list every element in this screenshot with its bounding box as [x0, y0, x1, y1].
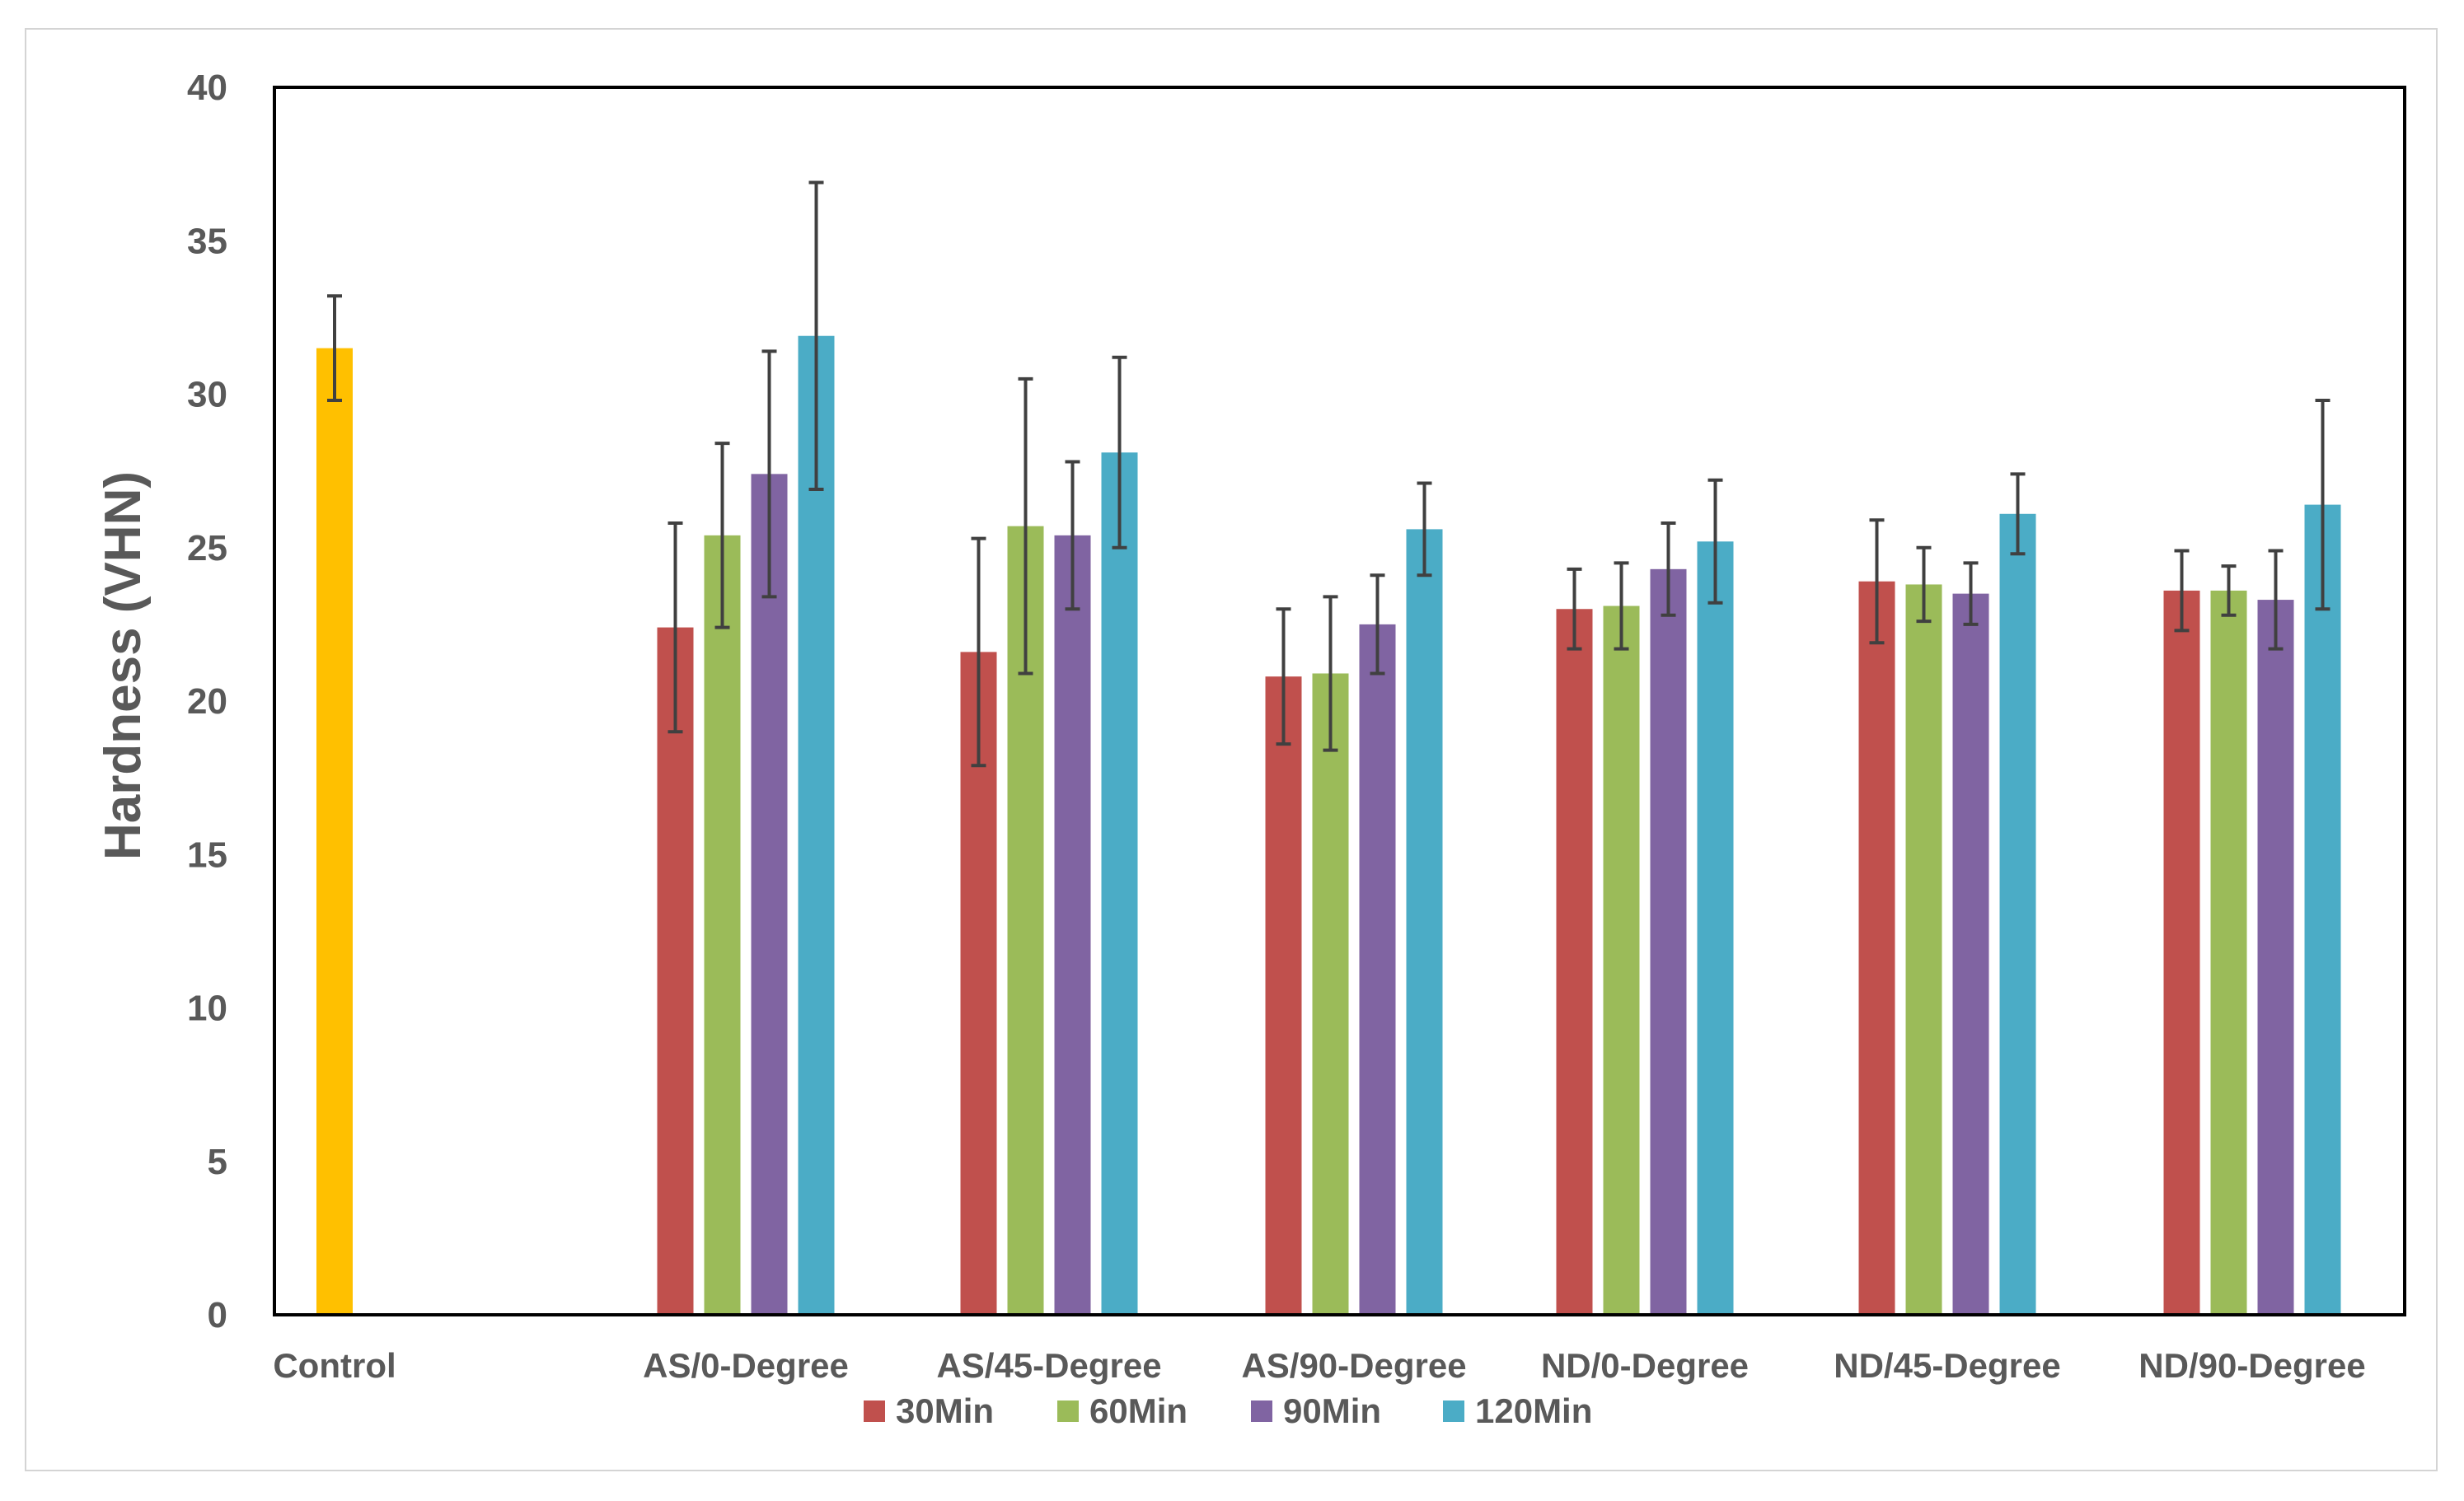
bar-120min: [798, 335, 835, 1316]
y-axis-label: Hardness (VHN): [95, 471, 152, 860]
bar-120min: [1999, 513, 2036, 1315]
bar-120min: [2304, 504, 2341, 1315]
x-tick-label: Control: [273, 1346, 396, 1385]
x-tick-label: AS/90-Degree: [1241, 1346, 1466, 1385]
bar-30min: [1858, 581, 1895, 1315]
y-tick-label: 30: [187, 375, 227, 415]
bar-control: [316, 348, 353, 1315]
bar-30min: [657, 627, 694, 1315]
bar-90min: [2257, 600, 2294, 1315]
y-axis-ticks: 0 5 10 15 20 25 30 35 40: [187, 68, 227, 1335]
x-tick-label: ND/90-Degree: [2138, 1346, 2365, 1385]
x-tick-label: ND/45-Degree: [1834, 1346, 2060, 1385]
bar-60min: [1312, 673, 1349, 1315]
legend: 30Min 60Min 90Min 120Min: [864, 1391, 1592, 1430]
bar-30min: [1265, 676, 1302, 1315]
legend-swatch-90min: [1251, 1400, 1272, 1422]
bar-60min: [2210, 590, 2247, 1315]
bar-120min: [1406, 529, 1443, 1315]
y-tick-label: 35: [187, 221, 227, 261]
bar-90min: [1952, 593, 1989, 1315]
y-tick-label: 20: [187, 681, 227, 722]
x-tick-label: ND/0-Degree: [1541, 1346, 1749, 1385]
legend-label: 60Min: [1089, 1391, 1187, 1430]
legend-label: 120Min: [1475, 1391, 1592, 1430]
y-tick-label: 40: [187, 68, 227, 108]
bar-90min: [1650, 568, 1687, 1315]
bar-30min: [1556, 609, 1593, 1315]
y-tick-label: 25: [187, 528, 227, 568]
plot-area-border: [273, 86, 2406, 1316]
y-tick-label: 10: [187, 989, 227, 1029]
legend-label: 90Min: [1283, 1391, 1381, 1430]
x-axis-categories: Control AS/0-Degree AS/45-Degree AS/90-Degr…: [273, 1346, 2365, 1385]
y-tick-label: 15: [187, 835, 227, 875]
bar-90min: [751, 474, 788, 1315]
x-tick-label: AS/0-Degree: [643, 1346, 849, 1385]
bars: [316, 335, 2341, 1316]
bar-60min: [1603, 606, 1640, 1315]
legend-label: 30Min: [896, 1391, 994, 1430]
legend-swatch-60min: [1057, 1400, 1079, 1422]
bar-60min: [1905, 584, 1942, 1315]
bar-90min: [1054, 535, 1091, 1315]
bar-120min: [1101, 452, 1138, 1315]
error-bars: [327, 180, 2330, 768]
legend-swatch-120min: [1443, 1400, 1464, 1422]
legend-swatch-30min: [864, 1400, 885, 1422]
bar-90min: [1359, 624, 1396, 1315]
x-tick-label: AS/45-Degree: [936, 1346, 1161, 1385]
bar-30min: [2163, 590, 2200, 1315]
bar-120min: [1697, 541, 1734, 1315]
bar-60min: [704, 535, 741, 1315]
y-tick-label: 5: [208, 1142, 227, 1182]
y-tick-label: 0: [208, 1295, 227, 1335]
